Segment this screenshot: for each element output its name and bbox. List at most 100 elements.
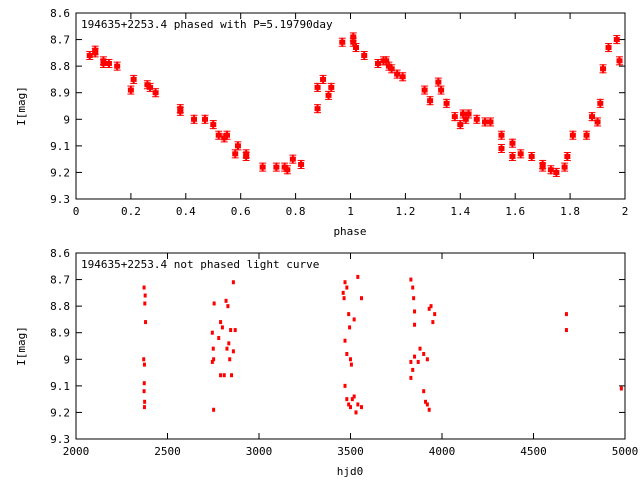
data-point <box>113 61 121 71</box>
phased-x-tick-label: 1 <box>347 205 354 218</box>
data-point <box>217 336 221 341</box>
data-point <box>413 354 417 359</box>
data-point <box>143 293 147 298</box>
data-point <box>152 88 160 98</box>
data-point <box>343 280 347 285</box>
data-point <box>209 120 217 130</box>
data-point <box>564 328 568 333</box>
data-point <box>222 373 226 378</box>
data-point <box>229 328 233 333</box>
data-point <box>431 320 435 325</box>
data-point <box>599 64 607 74</box>
data-point <box>349 357 352 362</box>
data-point <box>227 341 231 346</box>
data-point <box>347 312 351 317</box>
data-point <box>374 58 382 68</box>
data-point <box>143 399 147 404</box>
data-point <box>409 277 413 282</box>
data-point <box>201 114 209 124</box>
data-point <box>528 151 536 161</box>
unphased-x-tick-label: 3500 <box>337 445 364 458</box>
data-point <box>413 322 417 327</box>
data-point <box>352 43 360 53</box>
data-point <box>411 367 415 372</box>
unphased-x-tick-label: 3000 <box>246 445 273 458</box>
unphased-chart-title: 194635+2253.4 not phased light curve <box>81 258 319 271</box>
data-point <box>210 330 214 335</box>
data-point <box>437 85 445 95</box>
data-point <box>348 325 352 330</box>
data-point <box>473 114 481 124</box>
data-point <box>411 285 415 290</box>
unphased-points <box>142 274 623 415</box>
data-point <box>481 117 489 127</box>
data-point <box>427 407 431 412</box>
data-point <box>588 112 596 122</box>
data-point <box>421 85 429 95</box>
data-point <box>569 130 577 140</box>
phased-chart-title: 194635+2253.4 phased with P=5.19790day <box>81 18 333 31</box>
data-point <box>426 96 434 106</box>
phased-y-axis-label: I[mag] <box>15 86 28 126</box>
data-point <box>86 51 94 61</box>
data-point <box>451 112 459 122</box>
data-point <box>583 130 591 140</box>
data-point <box>564 312 568 317</box>
data-point <box>345 285 349 290</box>
data-point <box>130 74 138 84</box>
data-point <box>176 106 184 116</box>
data-point <box>352 394 356 399</box>
unphased-y-tick-label: 8.8 <box>50 300 70 313</box>
unphased-y-tick-label: 9 <box>63 353 70 366</box>
data-point <box>497 130 505 140</box>
data-point <box>539 162 547 172</box>
data-point <box>289 154 297 164</box>
data-point <box>605 43 613 53</box>
phased-x-axis-label: phase <box>333 225 366 238</box>
data-point <box>225 346 229 351</box>
data-point <box>456 120 464 130</box>
phased-y-tick-label: 9 <box>63 113 70 126</box>
data-point <box>212 301 216 306</box>
data-point <box>429 304 433 309</box>
data-point <box>517 149 525 159</box>
data-point <box>127 85 135 95</box>
unphased-y-tick-label: 8.7 <box>50 274 70 287</box>
unphased-x-axis-label: hjd0 <box>337 465 364 478</box>
data-point <box>212 357 216 362</box>
data-point <box>283 165 291 175</box>
data-point <box>613 35 621 45</box>
data-point <box>508 151 516 161</box>
unphased-x-tick-label: 2500 <box>154 445 181 458</box>
phased-y-tick-label: 8.7 <box>50 34 70 47</box>
data-point <box>91 45 99 55</box>
data-point <box>596 98 604 108</box>
data-point <box>233 328 237 333</box>
data-point <box>143 301 147 306</box>
data-point <box>231 280 235 285</box>
data-point <box>230 373 234 378</box>
data-point <box>314 104 322 114</box>
data-point <box>347 402 351 407</box>
phased-ticks: 0 0.2 0.4 0.6 0.8 1 1.2 1.4 1.6 1.8 2 8.6 8.7 8.8 8.9 9… <box>50 7 628 218</box>
data-point <box>563 151 571 161</box>
data-point <box>434 77 442 87</box>
data-point <box>142 357 146 362</box>
phased-x-tick-label: 1.4 <box>450 205 470 218</box>
phased-x-tick-label: 2 <box>622 205 629 218</box>
data-point <box>190 114 198 124</box>
data-point <box>142 381 146 386</box>
data-point <box>409 375 413 380</box>
unphased-y-tick-label: 8.6 <box>50 247 70 260</box>
data-point <box>142 389 146 394</box>
data-point <box>443 98 451 108</box>
data-point <box>231 149 239 159</box>
data-point <box>425 402 429 407</box>
data-point <box>220 325 224 330</box>
data-point <box>215 130 223 140</box>
data-point <box>547 165 555 175</box>
data-point <box>616 56 624 66</box>
unphased-y-tick-label: 9.2 <box>50 406 70 419</box>
phased-y-tick-label: 8.9 <box>50 87 70 100</box>
